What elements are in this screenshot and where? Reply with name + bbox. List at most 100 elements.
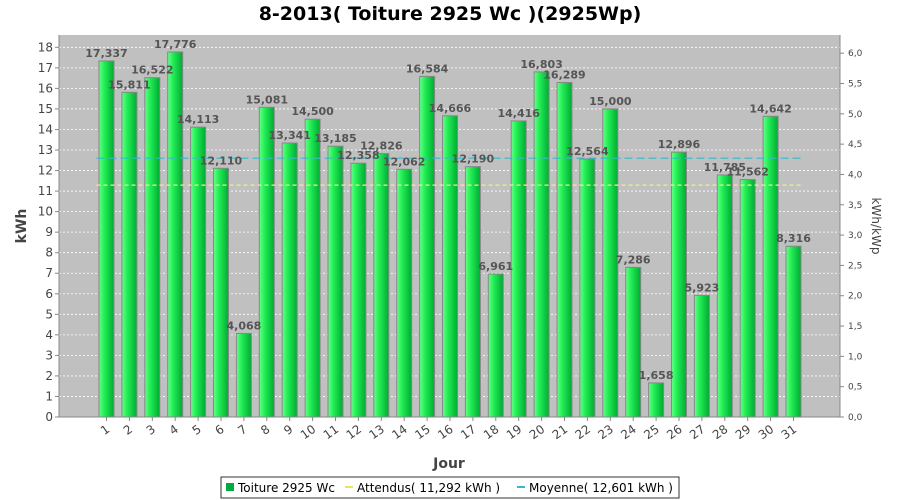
x-tick-label: 30 [756, 422, 777, 442]
y2-tick-label: 6,0 [848, 49, 863, 59]
y-tick-label: 9 [45, 225, 53, 239]
bar [464, 166, 481, 418]
x-tick-label: 19 [504, 422, 525, 442]
y-tick-label: 5 [45, 307, 53, 321]
bar [167, 51, 184, 418]
x-tick-label: 8 [258, 422, 272, 438]
x-tick-label: 18 [481, 422, 502, 442]
x-tick-label: 6 [212, 422, 226, 438]
bars [98, 51, 802, 418]
x-tick-label: 14 [389, 422, 410, 442]
x-tick-label: 5 [190, 422, 204, 438]
bar [258, 106, 275, 418]
bar [533, 71, 550, 418]
bar-value-label: 12,826 [360, 140, 403, 153]
y-tick-label: 6 [45, 287, 53, 301]
bar-value-label: 16,584 [406, 62, 449, 75]
bar-value-label: 6,961 [478, 260, 513, 273]
y-tick-label: 8 [45, 246, 53, 260]
bar [556, 81, 573, 418]
y-tick-label: 13 [38, 143, 53, 157]
x-tick-label: 2 [121, 422, 135, 438]
y-tick-label: 17 [38, 61, 53, 75]
bar [98, 60, 115, 418]
bar [235, 332, 252, 418]
bar [304, 118, 321, 418]
x-tick-label: 16 [435, 422, 456, 442]
bar [716, 174, 733, 418]
y-tick-label: 7 [45, 266, 53, 280]
bar-value-label: 11,562 [726, 166, 768, 179]
bar [762, 115, 779, 418]
bar-value-label: 12,896 [658, 138, 701, 151]
legend-swatch-square [226, 483, 234, 491]
y-tick-label: 16 [38, 81, 53, 95]
x-tick-label: 26 [664, 422, 685, 442]
x-tick-label: 1 [98, 422, 112, 438]
y2-tick-label: 2,0 [848, 292, 863, 302]
bar [648, 382, 665, 418]
bar-value-label: 12,110 [200, 154, 243, 167]
bar-value-label: 12,062 [383, 155, 425, 168]
bar-value-label: 17,776 [154, 38, 197, 51]
y2-tick-label: 1,0 [848, 352, 863, 362]
bar [327, 145, 344, 418]
bar [121, 91, 138, 418]
y2-tick-label: 5,0 [848, 110, 863, 120]
bar-value-label: 8,316 [776, 232, 811, 245]
y-tick-label: 15 [38, 102, 53, 116]
y-tick-label: 10 [38, 205, 53, 219]
y-tick-label: 12 [38, 164, 53, 178]
x-tick-label: 4 [167, 422, 181, 438]
x-tick-label: 12 [344, 422, 365, 442]
bar-value-label: 15,811 [108, 78, 150, 91]
bar-value-label: 13,185 [314, 132, 356, 145]
x-tick-label: 7 [235, 422, 249, 438]
x-tick-label: 23 [595, 422, 616, 442]
y2-axis-label: kWh/kWp [869, 198, 883, 255]
y-tick-label: 3 [45, 348, 53, 362]
y2-tick-label: 3,5 [848, 201, 862, 211]
y2-tick-label: 4,0 [848, 170, 863, 180]
x-tick-label: 21 [550, 422, 571, 442]
bar-value-label: 12,564 [566, 145, 609, 158]
bar-value-label: 5,923 [685, 281, 720, 294]
x-tick-label: 24 [618, 422, 639, 442]
y-tick-label: 11 [38, 184, 53, 198]
bar-value-label: 14,113 [177, 113, 219, 126]
x-tick-label: 3 [144, 422, 158, 438]
bar-value-label: 14,500 [291, 105, 334, 118]
x-axis-label: Jour [432, 456, 465, 472]
legend-label: Toiture 2925 Wc [237, 481, 335, 495]
x-tick-label: 20 [527, 422, 548, 442]
bar [510, 120, 527, 418]
bar-value-label: 15,000 [589, 95, 632, 108]
reference-lines [96, 157, 804, 186]
x-tick-label: 27 [687, 422, 708, 442]
bar-value-label: 14,642 [749, 102, 791, 115]
legend-box [220, 476, 680, 499]
bar [693, 294, 710, 418]
bar [419, 75, 436, 418]
bar [350, 162, 367, 418]
y-axis-label: kWh [14, 209, 30, 244]
x-tick-label: 28 [710, 422, 731, 442]
bar-value-label: 13,341 [268, 129, 310, 142]
x-tick-label: 22 [573, 422, 594, 442]
y-tick-label: 1 [45, 389, 53, 403]
x-tick-label: 29 [733, 422, 754, 442]
y2-tick-label: 3,0 [848, 231, 863, 241]
y2-tick-label: 1,5 [848, 322, 862, 332]
bar-value-label: 16,522 [131, 64, 173, 77]
bar-value-label: 16,803 [520, 58, 562, 71]
y2-tick-label: 0,0 [848, 413, 863, 423]
y-tick-label: 18 [38, 40, 53, 54]
bar [144, 77, 161, 418]
y2-tick-label: 4,5 [848, 140, 862, 150]
bar-value-label: 15,081 [246, 93, 288, 106]
bar [190, 126, 207, 418]
bar [785, 245, 802, 418]
x-tick-label: 25 [641, 422, 662, 442]
x-tick-label: 15 [412, 422, 433, 442]
